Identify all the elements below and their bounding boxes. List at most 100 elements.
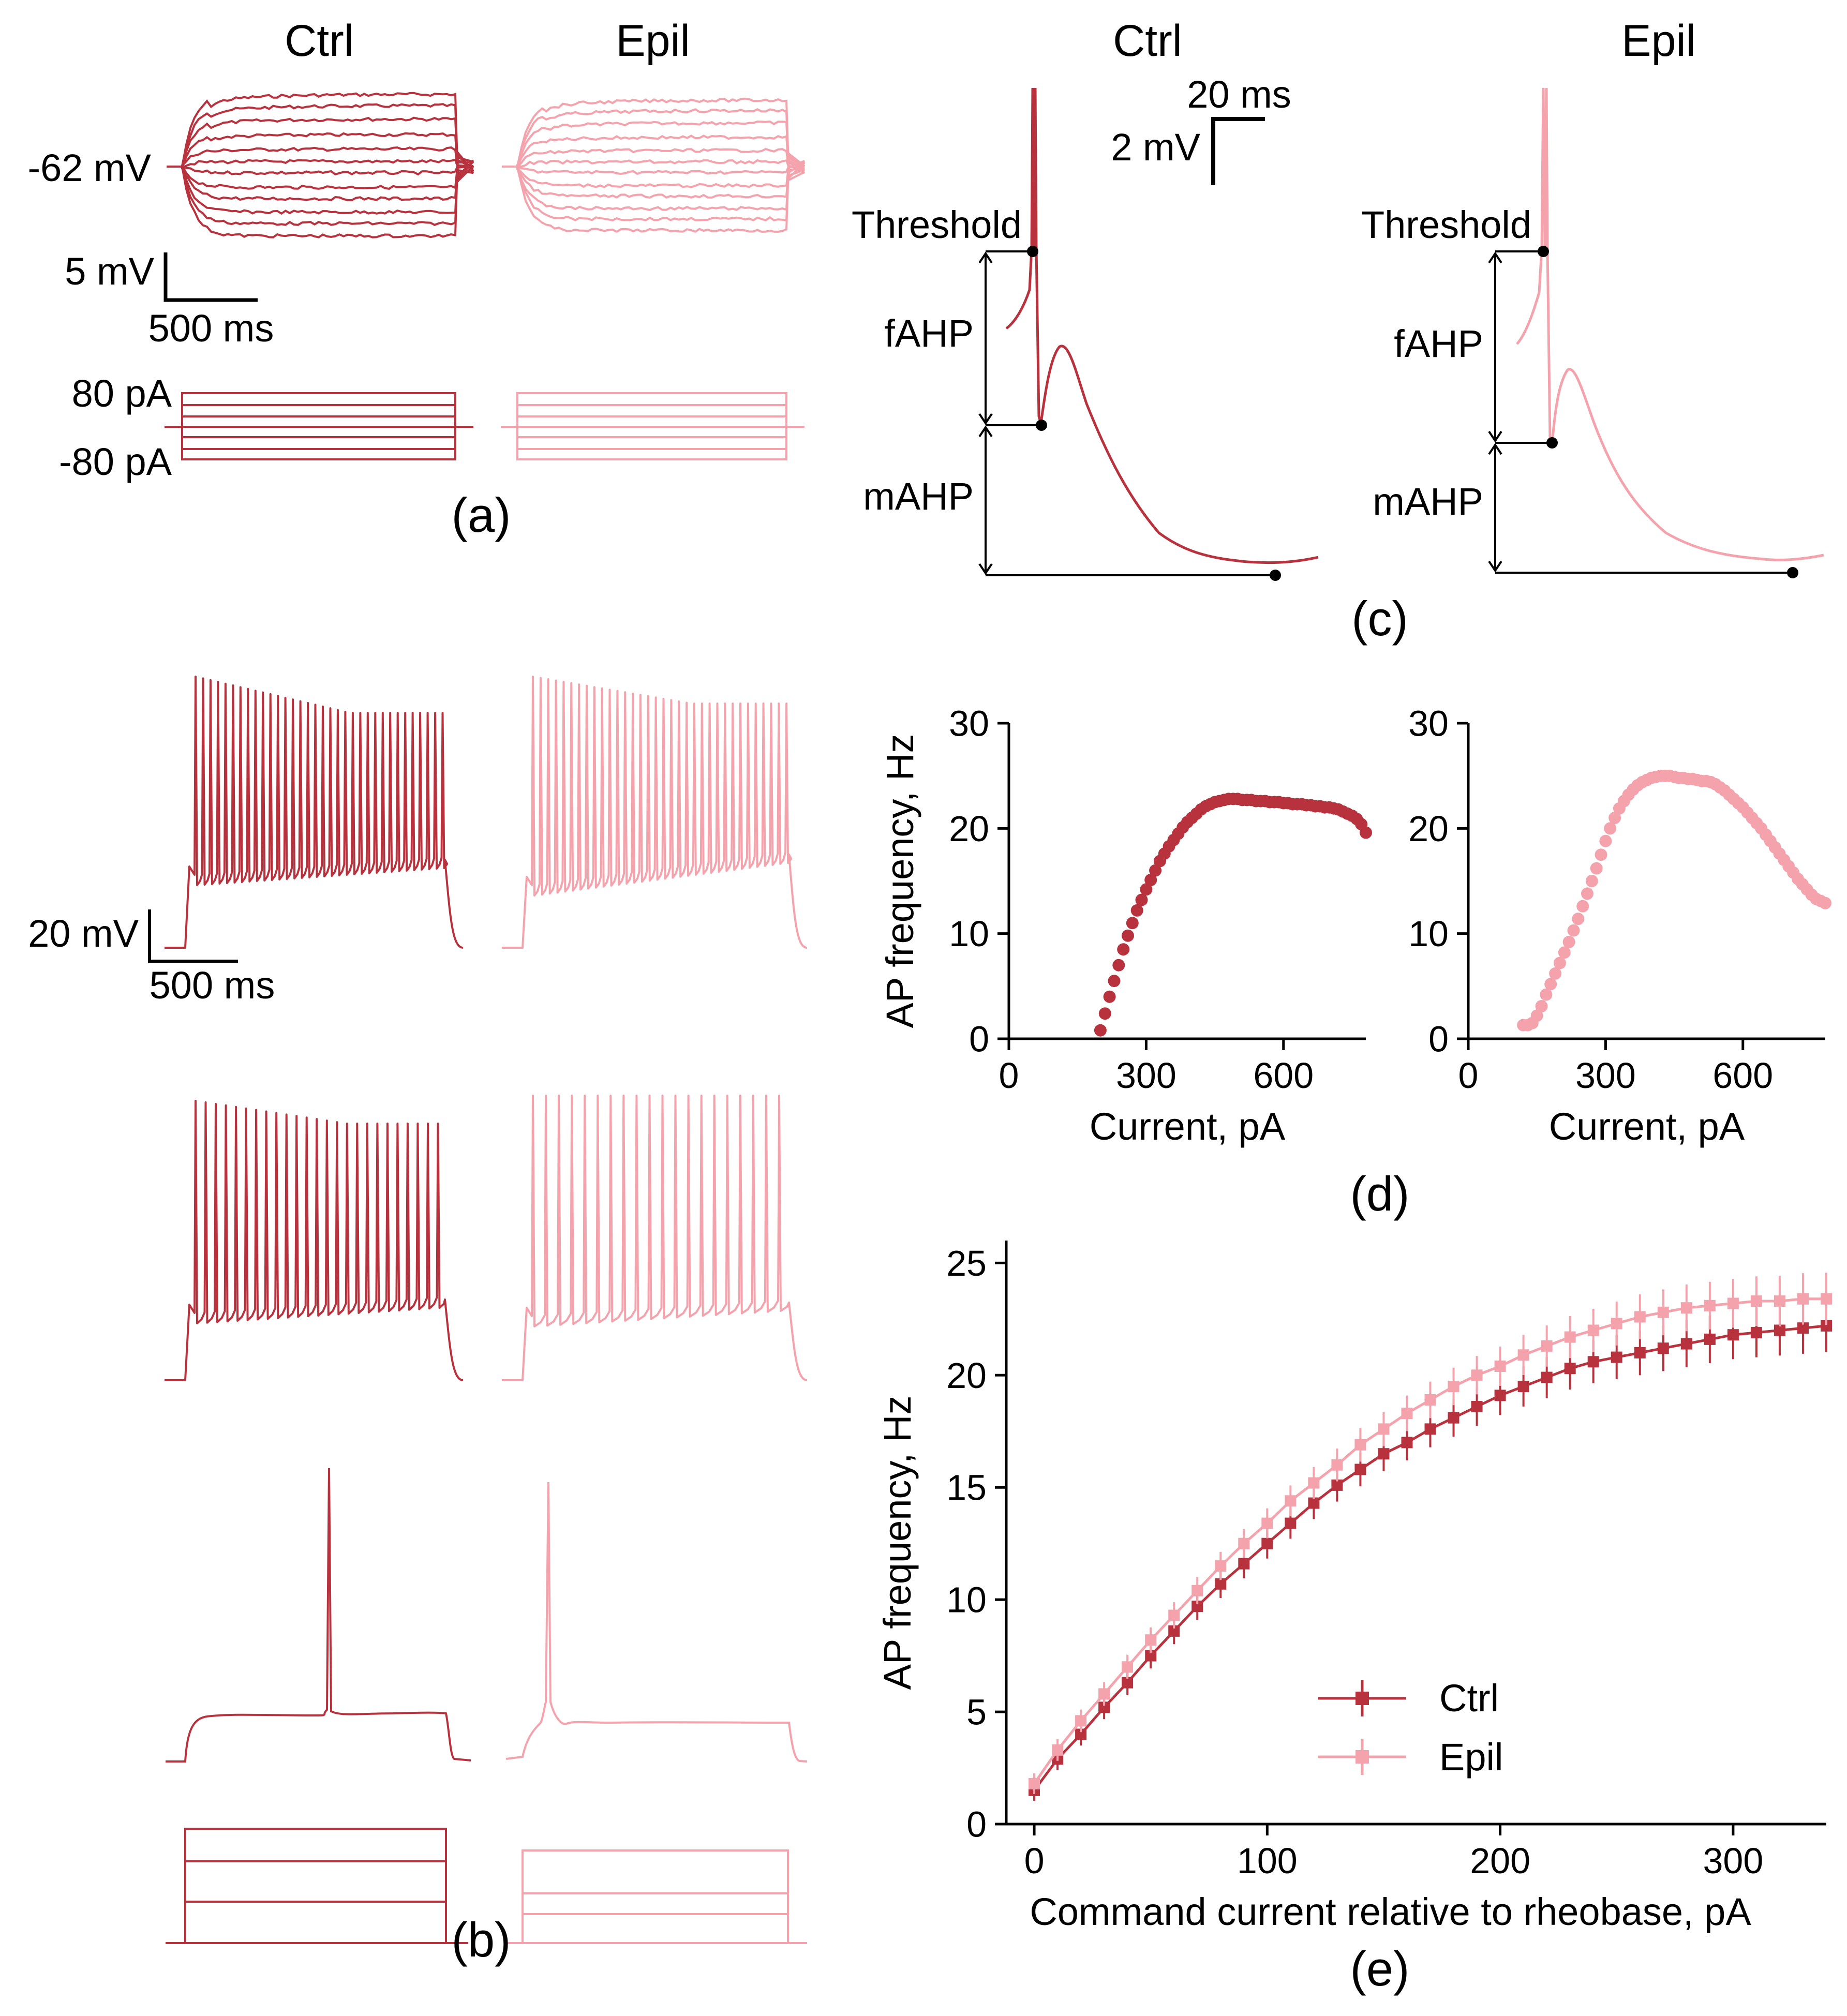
panel-c-ctrl-heading: Ctrl <box>1113 16 1182 66</box>
panel-b-letter: (b) <box>452 1913 511 1967</box>
panel-a-epil-trace-7 <box>502 164 805 175</box>
panel-e-series-ctrl-point <box>1354 1464 1366 1475</box>
panel-e-series-ctrl-point <box>1727 1329 1739 1341</box>
panel-e-series-epil-point <box>1494 1361 1506 1372</box>
panel-d-epil-point <box>1530 1009 1543 1022</box>
panel-d-epil-point <box>1590 862 1603 875</box>
panel-a-epil-heading: Epil <box>616 16 690 66</box>
panel-b-epil-trace-1 <box>502 676 808 949</box>
panel-a-scale-voltage-label: 5 mV <box>65 250 154 293</box>
panel-a-ctrl-trace-7 <box>167 164 474 176</box>
panel-e-series-epil-point <box>1448 1381 1459 1392</box>
panel-e-x-tick-label: 0 <box>1024 1841 1045 1881</box>
panel-e-series-epil-point <box>1517 1349 1529 1361</box>
panel-c-scale-time-label: 20 ms <box>1187 73 1291 116</box>
panel-e-series-epil-point <box>1168 1609 1180 1621</box>
panel-a-ctrl-trace-5 <box>167 146 474 174</box>
legend-epil-label: Epil <box>1439 1736 1503 1779</box>
panel-b: 20 mV 500 ms (b) <box>28 676 808 1967</box>
panel-e-series-ctrl-point <box>1308 1497 1320 1509</box>
panel-c-ctrl-threshold-dot <box>1027 246 1038 257</box>
panel-c-ctrl-ap-trace <box>1005 87 1319 564</box>
panel-d-ctrl-point <box>1108 975 1121 988</box>
panel-d-ctrl-y-axis-label: AP frequency, Hz <box>878 734 921 1028</box>
panel-e-series-ctrl-point <box>1215 1578 1227 1590</box>
panel-b-scale-time-label: 500 ms <box>150 964 275 1007</box>
panel-a-ctrl-current-steps <box>165 392 473 460</box>
panel-d-epil-point <box>1581 887 1593 900</box>
panel-a-epil-current-step-3 <box>516 415 787 427</box>
panel-d-epil-point <box>1558 946 1571 959</box>
panel-e-series-ctrl-point <box>1238 1558 1250 1570</box>
panel-d-epil-chart: 0 300 600 0 10 20 30 Current, pA <box>1408 704 1831 1148</box>
panel-e-y-tick-label: 20 <box>946 1355 987 1396</box>
panel-d-ctrl-point <box>1117 943 1130 956</box>
panel-e-letter: (e) <box>1350 1942 1410 1996</box>
panel-e-series-epil-point <box>1657 1306 1669 1318</box>
panel-e: 0 100 200 300 0 5 10 15 20 25 Command current rela… <box>876 1241 1832 1996</box>
panel-e-series-ctrl-point <box>1261 1537 1273 1549</box>
panel-d-ctrl-point <box>1360 826 1372 839</box>
panel-b-epil-current-step-2 <box>522 1892 789 1943</box>
panel-e-series-ctrl-point <box>1168 1625 1180 1637</box>
panel-a: Ctrl Epil -62 mV 5 mV 500 ms 80 pA -80 p… <box>27 16 806 542</box>
panel-e-series-ctrl-point <box>1285 1517 1297 1529</box>
panel-d-epil-point <box>1562 935 1575 948</box>
panel-e-series-ctrl-point <box>1587 1356 1599 1368</box>
panel-e-series-ctrl-point <box>1704 1333 1716 1345</box>
panel-e-series-epil-point <box>1634 1311 1646 1323</box>
panel-b-epil-current-step-1 <box>522 1849 789 1943</box>
panel-e-series-epil-point <box>1750 1295 1762 1307</box>
panel-d-epil-point <box>1549 967 1562 980</box>
panel-a-epil-trace-1 <box>502 97 805 182</box>
panel-a-epil-trace-3 <box>502 120 805 177</box>
panel-c-epil-ap-trace <box>1516 87 1824 561</box>
panel-e-series-epil-point <box>1680 1302 1692 1314</box>
panel-e-series-ctrl-point <box>1471 1401 1483 1412</box>
panel-b-ctrl-current-step-3 <box>184 1901 447 1943</box>
panel-e-series-ctrl-point <box>1145 1650 1157 1662</box>
panel-c-ctrl-mahp-label: mAHP <box>863 475 974 518</box>
panel-a-ctrl-current-step-5 <box>181 427 456 438</box>
panel-a-epil-current-step-1 <box>516 392 787 427</box>
panel-a-ctrl-trace-3 <box>167 116 474 179</box>
panel-b-ctrl-trace-2 <box>165 1100 464 1381</box>
panel-d-ctrl-point <box>1103 990 1116 1003</box>
panel-b-scale-bar <box>148 909 238 963</box>
panel-e-series-epil-point <box>1098 1688 1110 1700</box>
panel-c-epil-mahp-arrow <box>1488 443 1502 573</box>
panel-e-series-epil-point <box>1052 1744 1064 1756</box>
panel-e-series-epil-point <box>1471 1369 1483 1381</box>
panel-c-ctrl-threshold-label: Threshold <box>852 203 1022 246</box>
panel-e-series-epil-line <box>1033 1297 1826 1785</box>
panel-d-epil-point <box>1576 900 1589 913</box>
panel-d-epil-point <box>1535 1000 1548 1012</box>
panel-c-ctrl-mahp-arrow <box>978 425 993 575</box>
panel-a-epil-trace-10 <box>502 156 805 211</box>
panel-d-epil-point <box>1585 875 1598 887</box>
panel-e-series-ctrl-point <box>1122 1677 1134 1689</box>
panel-e-series-ctrl-point <box>1611 1351 1622 1363</box>
panel-e-series-ctrl-point <box>1191 1601 1203 1612</box>
panel-a-epil-trace-5 <box>502 147 805 171</box>
panel-e-series-epil-point <box>1238 1537 1250 1549</box>
panel-c-scale-bar <box>1211 117 1265 185</box>
panel-a-ctrl-heading: Ctrl <box>285 16 354 66</box>
panel-e-x-tick-label: 200 <box>1470 1841 1530 1881</box>
panel-a-epil-trace-9 <box>502 159 805 199</box>
panel-e-series-epil-point <box>1821 1293 1832 1305</box>
panel-d-epil-x-tick-label: 600 <box>1712 1055 1773 1096</box>
panel-a-ctrl-voltage-traces <box>167 92 474 238</box>
panel-e-series-ctrl-point <box>1680 1338 1692 1350</box>
panel-e-y-tick-label: 25 <box>946 1243 987 1283</box>
panel-e-series-ctrl-point <box>1494 1390 1506 1401</box>
panel-a-ctrl-trace-6 <box>167 158 474 170</box>
panel-c-epil-fahp-label: fAHP <box>1394 322 1483 365</box>
panel-a-epil-current-step-7 <box>516 427 787 460</box>
panel-e-series-epil-point <box>1191 1585 1203 1596</box>
panel-b-epil-current-step-3 <box>522 1913 789 1943</box>
panel-c-scale-voltage-label: 2 mV <box>1111 126 1200 169</box>
panel-e-chart: 0 100 200 300 0 5 10 15 20 25 Command current rela… <box>876 1241 1832 1933</box>
panel-d-ctrl-point <box>1112 959 1125 972</box>
